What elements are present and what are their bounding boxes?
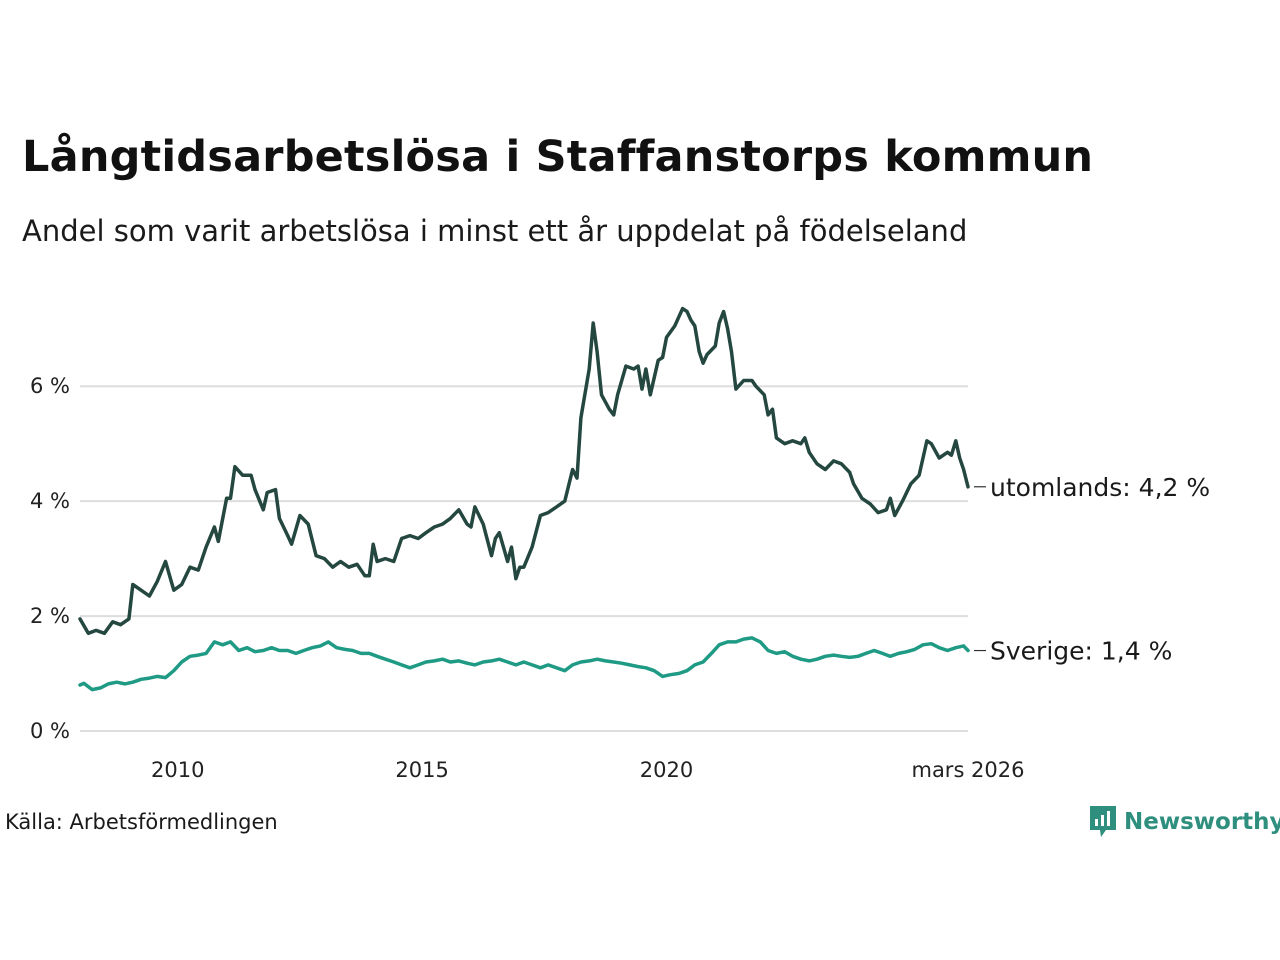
chart-title: Långtidsarbetslösa i Staffanstorps kommu…	[22, 132, 1094, 182]
source-note: Källa: Arbetsförmedlingen	[5, 810, 278, 834]
newsworthy-logo-icon	[1090, 806, 1116, 837]
chart-subtitle: Andel som varit arbetslösa i minst ett å…	[22, 214, 968, 248]
y-tick-label: 0 %	[30, 719, 70, 743]
y-tick-label: 4 %	[30, 489, 70, 513]
y-tick-label: 6 %	[30, 374, 70, 398]
series-line-utomlands	[78, 306, 970, 636]
x-tick-label: mars 2026	[911, 758, 1024, 782]
newsworthy-logo-label: Newsworthy	[1124, 809, 1280, 835]
y-tick-label: 2 %	[30, 604, 70, 628]
x-tick-label: 2010	[151, 758, 204, 782]
end-label-sverige: Sverige: 1,4 %	[990, 637, 1172, 666]
x-tick-label: 2015	[395, 758, 448, 782]
series-line-sverige	[78, 636, 970, 692]
newsworthy-logo[interactable]: Newsworthy	[1088, 803, 1280, 841]
end-label-utomlands: utomlands: 4,2 %	[990, 473, 1210, 502]
x-tick-label: 2020	[640, 758, 693, 782]
